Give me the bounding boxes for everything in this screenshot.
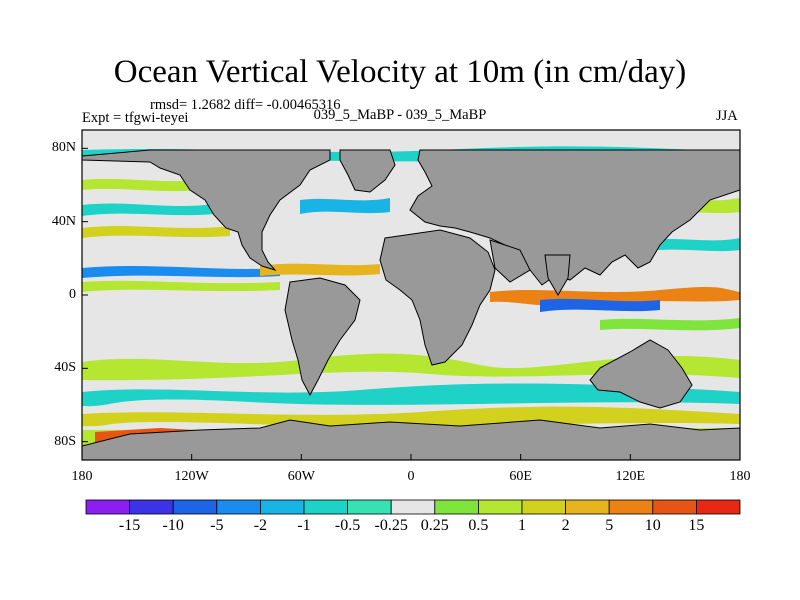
experiment-label: Expt = tfgwi-teyei (82, 110, 189, 126)
colorbar-label: 10 (644, 517, 661, 534)
velocity-band (82, 178, 200, 192)
velocity-band (82, 203, 215, 216)
land-antarctica (82, 419, 740, 460)
plot-title: Ocean Vertical Velocity at 10m (in cm/da… (113, 54, 687, 90)
colorbar-swatch (390, 499, 436, 515)
lon-label: 0 (407, 469, 415, 484)
rmsd-diff-stats: rmsd= 1.2682 diff= -0.00465316 (150, 97, 341, 113)
colorbar-swatch (434, 499, 479, 515)
land-north-america (82, 149, 331, 271)
season-label: JJA (716, 108, 738, 124)
land-india (544, 254, 571, 296)
velocity-band (82, 280, 280, 292)
velocity-band (540, 298, 660, 312)
land-greenland (339, 149, 396, 193)
colorbar-label: 2 (561, 517, 570, 534)
colorbar-label: -1 (297, 517, 311, 534)
colorbar-swatch (347, 499, 392, 515)
velocity-band (260, 263, 380, 276)
colorbar-swatch (652, 499, 697, 515)
lat-label: 80S (54, 433, 76, 449)
lon-label: 180 (71, 469, 93, 484)
colorbar-swatch (259, 499, 305, 515)
colorbar-swatch (129, 499, 174, 515)
land-south-america (284, 277, 361, 397)
colorbar-label: -5 (210, 517, 224, 534)
colorbar-swatch (696, 499, 741, 515)
land-arabia (489, 239, 531, 283)
colorbar-label: -0.25 (374, 517, 408, 534)
velocity-band (640, 238, 740, 252)
colorbar-swatch (608, 499, 654, 515)
colorbar-label: -0.5 (334, 517, 361, 534)
velocity-band (82, 266, 280, 278)
colorbar-label: -2 (253, 517, 268, 534)
velocity-band (82, 383, 740, 407)
colorbar-swatch (477, 499, 523, 515)
velocity-band (82, 353, 740, 381)
map-panel (82, 130, 740, 460)
colorbar-label: 0.5 (468, 517, 489, 534)
land-masses (82, 149, 740, 460)
lat-label: 0 (69, 287, 76, 302)
lon-label: 120E (615, 469, 646, 484)
lon-label: 60E (509, 469, 532, 484)
velocity-band (600, 318, 740, 331)
lon-label: 60W (287, 469, 315, 484)
colorbar-swatch (172, 499, 218, 515)
axis-ticks (81, 147, 741, 460)
colorbar-label: -10 (162, 517, 184, 534)
colorbar-swatch (565, 499, 610, 515)
lat-label: 80N (51, 140, 76, 156)
lon-label: 180 (729, 469, 751, 484)
case-label: 039_5_MaBP - 039_5_MaBP (313, 107, 487, 123)
colorbar-label: 0.25 (420, 517, 449, 534)
colorbar-label: 15 (688, 517, 705, 534)
lat-label: 40S (54, 360, 76, 376)
colorbar-swatch (85, 499, 130, 515)
colorbar-label: 1 (518, 517, 526, 534)
velocity-band (300, 198, 390, 214)
colorbar-label: -15 (118, 517, 141, 534)
colorbar-swatch (303, 499, 348, 515)
velocity-band (82, 406, 740, 427)
land-africa (379, 229, 496, 366)
colorbar-swatch (521, 499, 566, 515)
land-australia (589, 339, 693, 409)
lat-label: 40N (51, 213, 76, 229)
colorbar (85, 499, 741, 515)
lon-label: 120W (174, 469, 209, 484)
colorbar-swatch (216, 499, 261, 515)
colorbar-label: 5 (605, 517, 614, 534)
velocity-band (82, 226, 230, 238)
